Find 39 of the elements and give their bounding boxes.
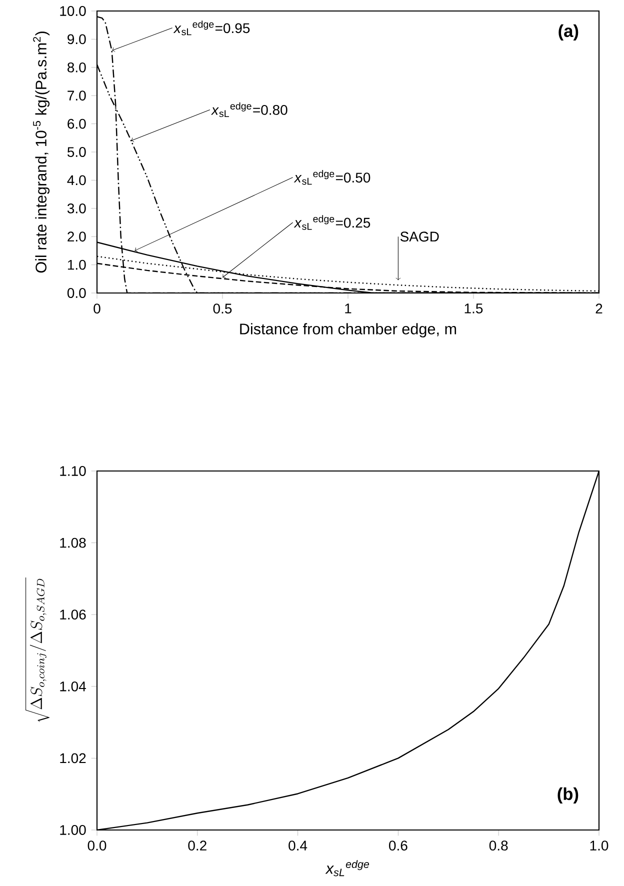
x-tick-label: 0.4 (288, 840, 308, 851)
y-tick-label: 1.04 (60, 681, 86, 692)
annotation: (a) (558, 24, 578, 41)
y-tick-label: 8.0 (68, 62, 86, 72)
y-tick-label: 1.0 (68, 260, 86, 270)
annotation: x$_{sL}$$^{edge}$=0.95 (173, 20, 250, 36)
annotation: x$_{sL}$$^{edge}$=0.50 (294, 170, 370, 185)
y-tick-label: 1.06 (60, 610, 86, 620)
y-tick-label: 6.0 (68, 118, 86, 129)
x-axis-title: x$_{sL}$edge (325, 860, 370, 876)
y-tick-label: 3.0 (67, 203, 86, 214)
y-tick-label: 1.10 (60, 466, 86, 476)
x-tick-label: 1.0 (590, 840, 608, 851)
annotation: (b) (558, 787, 578, 804)
x-tick-label: 1.5 (464, 304, 483, 314)
y-axis-title: $\sqrt{\Delta S_{o,coinj}/\Delta S_{o,SAGD}}$ (26, 578, 50, 722)
x-tick-label: 0.0 (88, 840, 106, 851)
x-tick-label: 0.2 (188, 840, 206, 851)
y-tick-label: 10.0 (60, 6, 86, 16)
y-tick-label: 1.02 (60, 753, 86, 764)
x-tick-label: 0.5 (213, 304, 232, 314)
y-tick-label: 7.0 (68, 90, 86, 101)
annotation: x$_{sL}$$^{edge}$=0.25 (294, 215, 370, 230)
x-tick-label: 0 (94, 304, 100, 314)
annotation: SAGD (400, 232, 439, 242)
x-tick-label: 0.8 (489, 840, 508, 851)
y-tick-label: 1.08 (60, 538, 86, 548)
y-tick-label: 5.0 (67, 147, 86, 157)
x-tick-label: 0.6 (389, 840, 408, 851)
y-axis-title: Oil rate integrand, 10$^{-5}$ kg/(Pa.s.m$^{2}$) (33, 32, 50, 273)
annotation: x$_{sL}$$^{edge}$=0.80 (210, 102, 288, 118)
x-tick-label: 1 (345, 304, 352, 314)
y-tick-label: 2.0 (68, 232, 86, 242)
y-tick-label: 9.0 (68, 34, 86, 44)
y-tick-label: 0.0 (67, 288, 86, 298)
x-tick-label: 2 (596, 304, 602, 314)
y-tick-label: 1.00 (60, 825, 86, 835)
x-axis-title: Distance from chamber edge, m (240, 323, 456, 338)
y-tick-label: 4.0 (67, 175, 86, 186)
